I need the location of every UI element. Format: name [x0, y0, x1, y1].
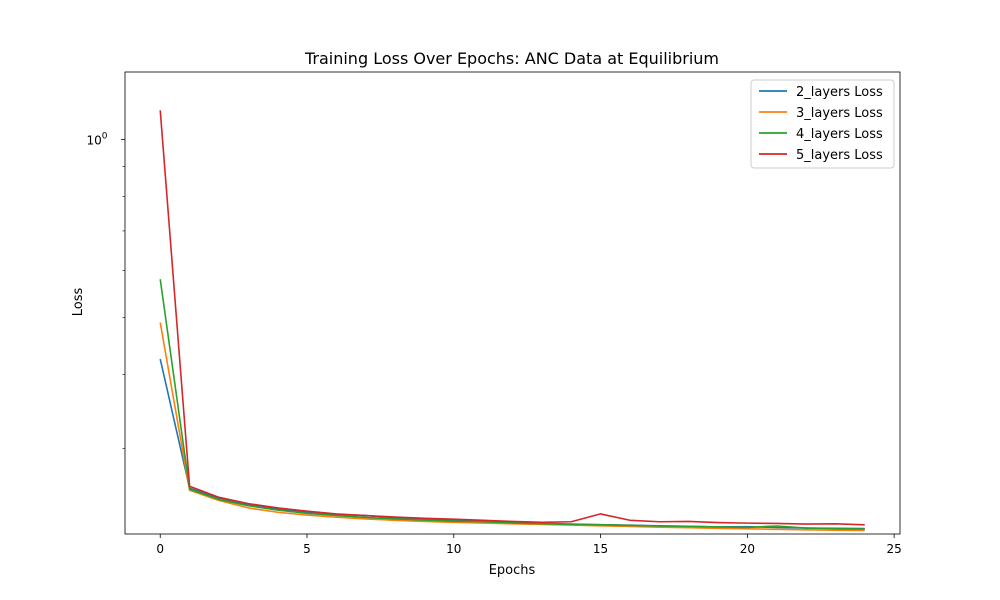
- x-tick-label: 25: [886, 542, 901, 556]
- legend: 2_layers Loss 3_layers Loss 4_layers Loss 5…: [750, 79, 895, 169]
- legend-label: 5_layers Loss: [796, 148, 883, 163]
- legend-label: 3_layers Loss: [796, 106, 883, 121]
- series-line-5-layers: [159, 110, 865, 526]
- y-axis: 100: [86, 131, 125, 449]
- chart-title: Training Loss Over Epochs: ANC Data at E…: [304, 49, 719, 68]
- x-tick-label: 15: [593, 542, 608, 556]
- plot-area: [124, 71, 901, 535]
- x-axis: 0 5 10 15 20 25: [156, 534, 902, 556]
- x-tick-label: 5: [303, 542, 311, 556]
- axes-frame: [124, 71, 901, 535]
- series-line-3-layers: [159, 322, 865, 532]
- y-axis-label: Loss: [71, 288, 86, 317]
- legend-frame: [750, 79, 895, 169]
- x-tick-label: 0: [156, 542, 164, 556]
- x-tick-label: 10: [446, 542, 461, 556]
- legend-label: 4_layers Loss: [796, 127, 883, 142]
- x-tick-label: 20: [740, 542, 755, 556]
- series-line-4-layers: [159, 279, 865, 530]
- series-line-2-layers: [159, 358, 865, 530]
- y-tick-label: 100: [86, 131, 107, 147]
- series-lines: [159, 110, 865, 532]
- x-axis-label: Epochs: [489, 563, 536, 578]
- legend-label: 2_layers Loss: [796, 85, 883, 100]
